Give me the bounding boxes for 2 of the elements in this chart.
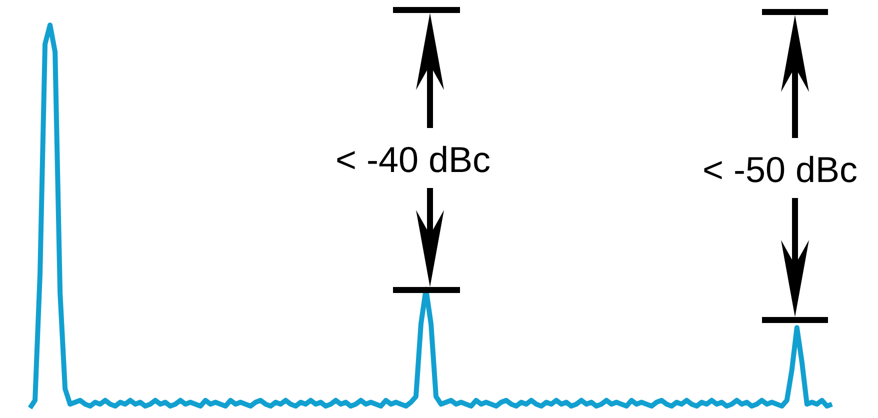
annotation: < -50 dBc (690, 148, 870, 192)
annotation: < -40 dBc (323, 138, 503, 182)
